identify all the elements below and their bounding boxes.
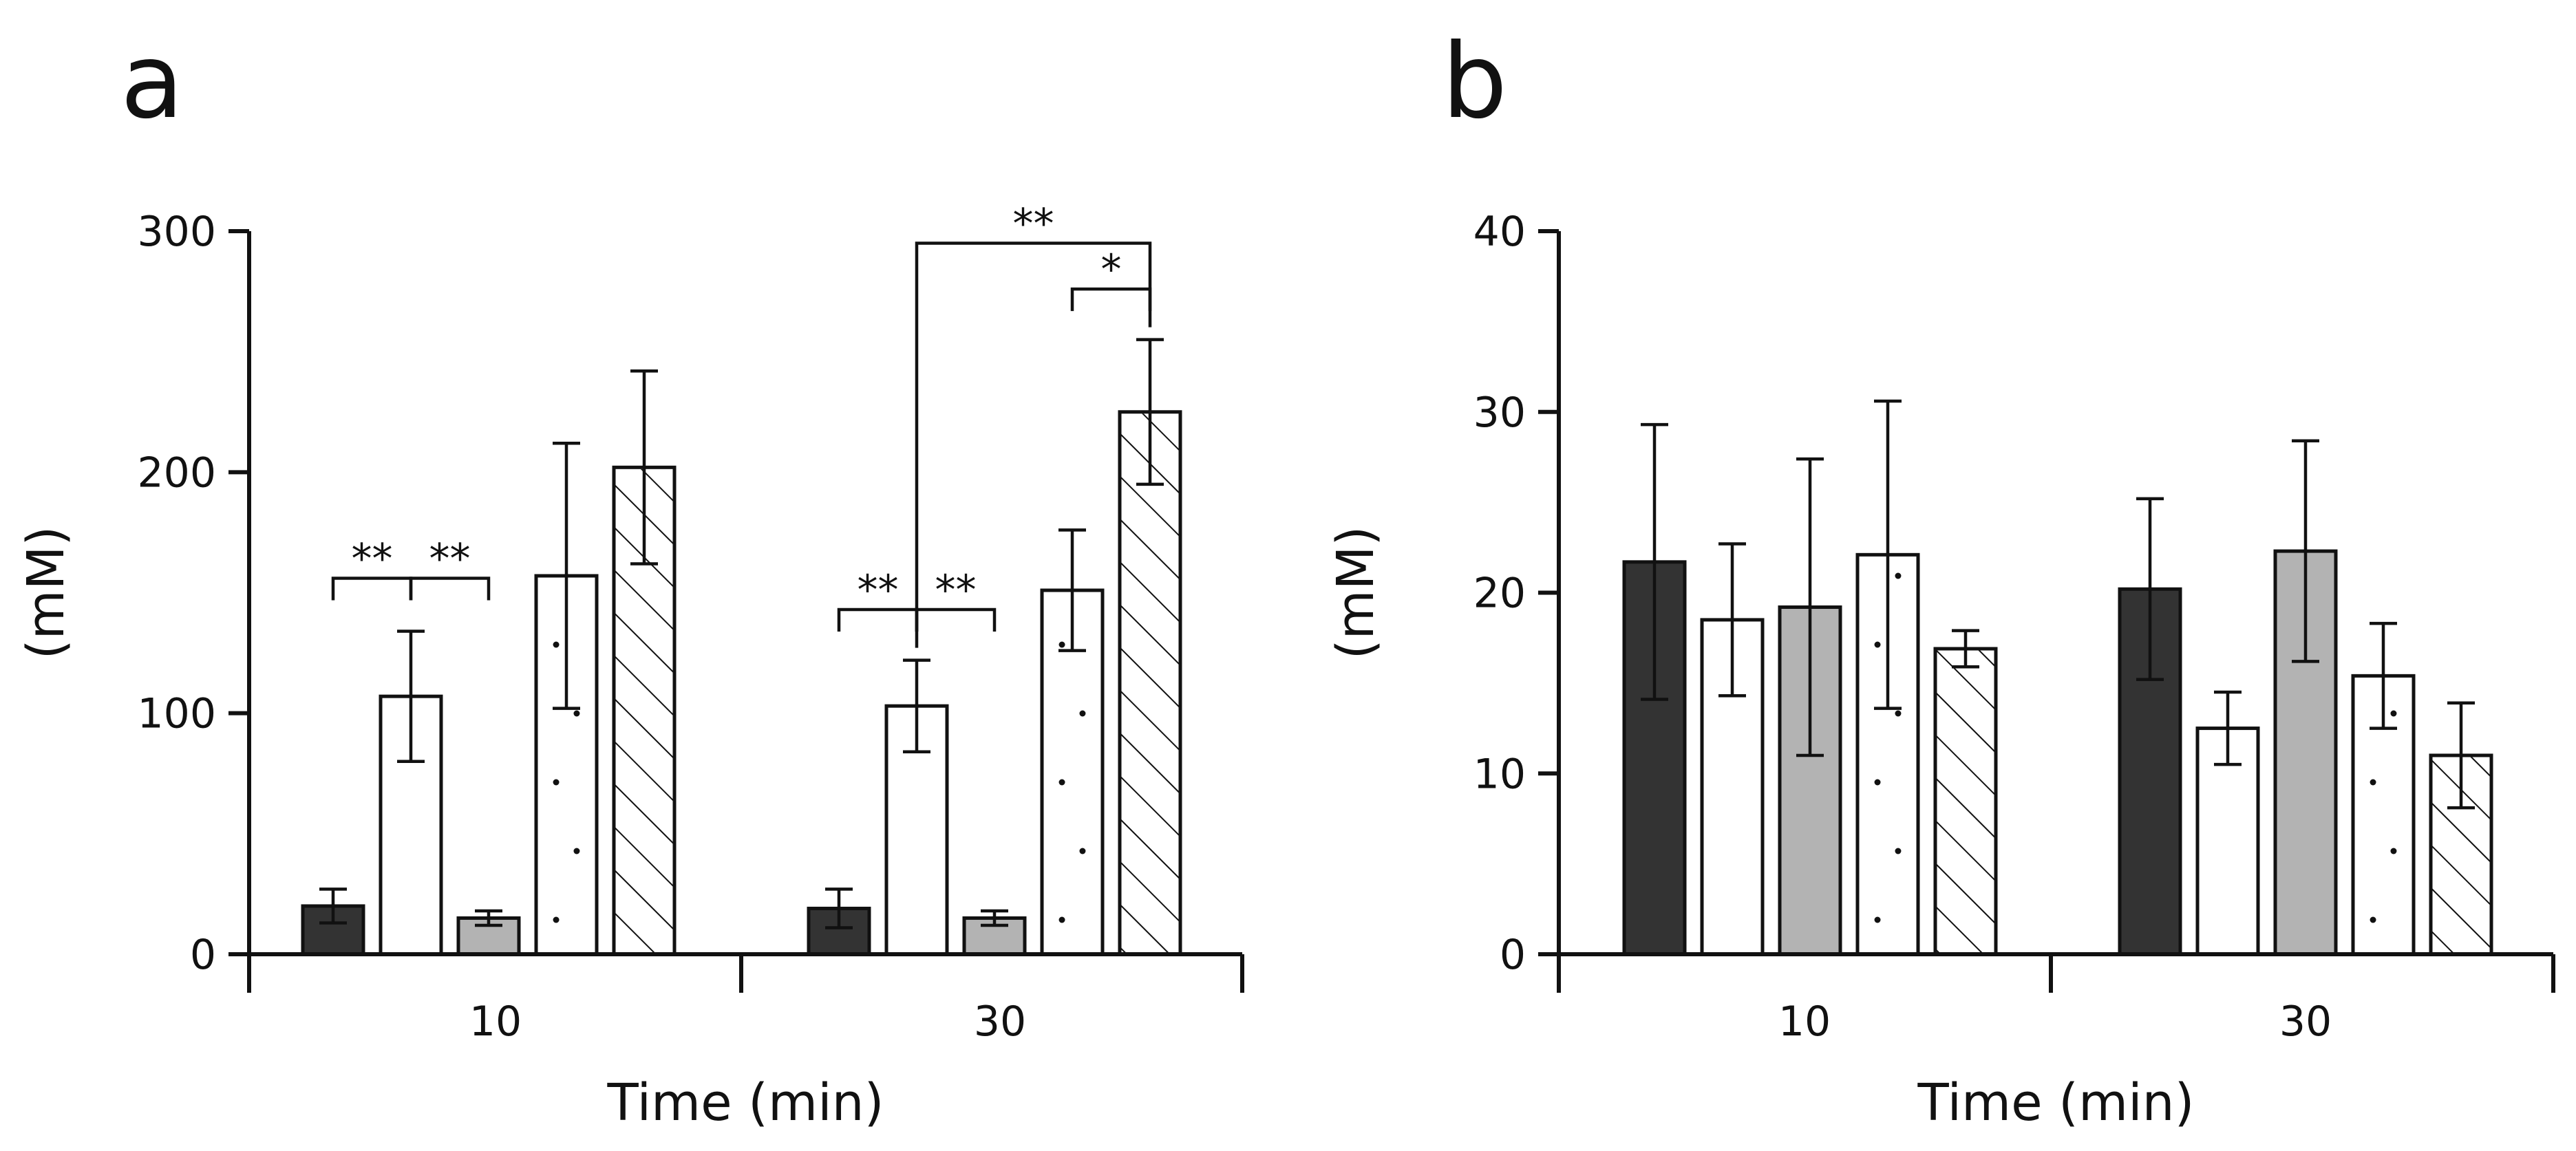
- y-tick-label: 30: [1473, 389, 1526, 437]
- significance-label: **: [352, 535, 393, 583]
- bar-dot: [553, 641, 560, 648]
- panel-b-letter: b: [1442, 22, 1507, 142]
- bar-dot: [1058, 916, 1065, 923]
- x-tick-label: 30: [974, 998, 1026, 1046]
- bar-dot: [1079, 848, 1086, 854]
- x-axis-title: Time (min): [607, 1073, 884, 1132]
- y-tick-label: 200: [137, 449, 216, 497]
- significance-label: **: [1013, 200, 1054, 248]
- significance-label: **: [935, 566, 977, 614]
- y-tick-label: 0: [190, 931, 216, 979]
- bar-dot: [1058, 779, 1065, 786]
- bar-dot: [1895, 710, 1902, 717]
- bar-hatch-fill: [1937, 650, 1994, 953]
- bar-dot: [1874, 916, 1881, 923]
- bar-dot: [1079, 710, 1086, 717]
- x-tick-label: 10: [1778, 998, 1831, 1046]
- y-tick-label: 20: [1473, 570, 1526, 618]
- bar-dot: [1874, 641, 1881, 648]
- panel-b-plot: 0 10 20 30 40 10 30 Time (min) (mM): [1326, 208, 2555, 1132]
- bar-dot: [1874, 779, 1881, 786]
- bar-dot: [1895, 572, 1902, 579]
- x-axis-title: Time (min): [1917, 1073, 2195, 1132]
- y-tick-label: 10: [1473, 750, 1526, 798]
- bar-dot: [1058, 641, 1065, 648]
- bar-dot: [573, 710, 580, 717]
- significance-bracket: [409, 577, 491, 601]
- bar-dot: [2370, 779, 2376, 786]
- y-tick-label: 0: [1500, 931, 1526, 979]
- significance-label: **: [429, 535, 471, 583]
- x-tick-label: 30: [2279, 998, 2332, 1046]
- y-tick-label: 100: [137, 690, 216, 738]
- bar-dot: [2370, 916, 2376, 923]
- x-tick-label: 10: [469, 998, 522, 1046]
- bar-dot: [2390, 710, 2397, 717]
- bar-dot: [553, 916, 560, 923]
- bar-hatch-fill: [1121, 413, 1179, 953]
- panel-b: b 0 10 20 30 40 10 30 Time (min) (mM): [1326, 22, 2555, 1132]
- significance-label: **: [858, 566, 899, 614]
- bar-dot: [553, 779, 560, 786]
- y-tick-label: 40: [1473, 208, 1526, 256]
- significance-label: *: [1101, 246, 1122, 294]
- significance-bracket: [915, 241, 1152, 648]
- panel-a-letter: a: [120, 22, 184, 142]
- bar-dot: [573, 848, 580, 854]
- bar-dot: [2390, 848, 2397, 854]
- bar-dot: [1895, 848, 1902, 854]
- y-axis-title: (mM): [17, 526, 76, 660]
- y-tick-label: 300: [137, 208, 216, 256]
- y-axis-title: (mM): [1326, 526, 1385, 660]
